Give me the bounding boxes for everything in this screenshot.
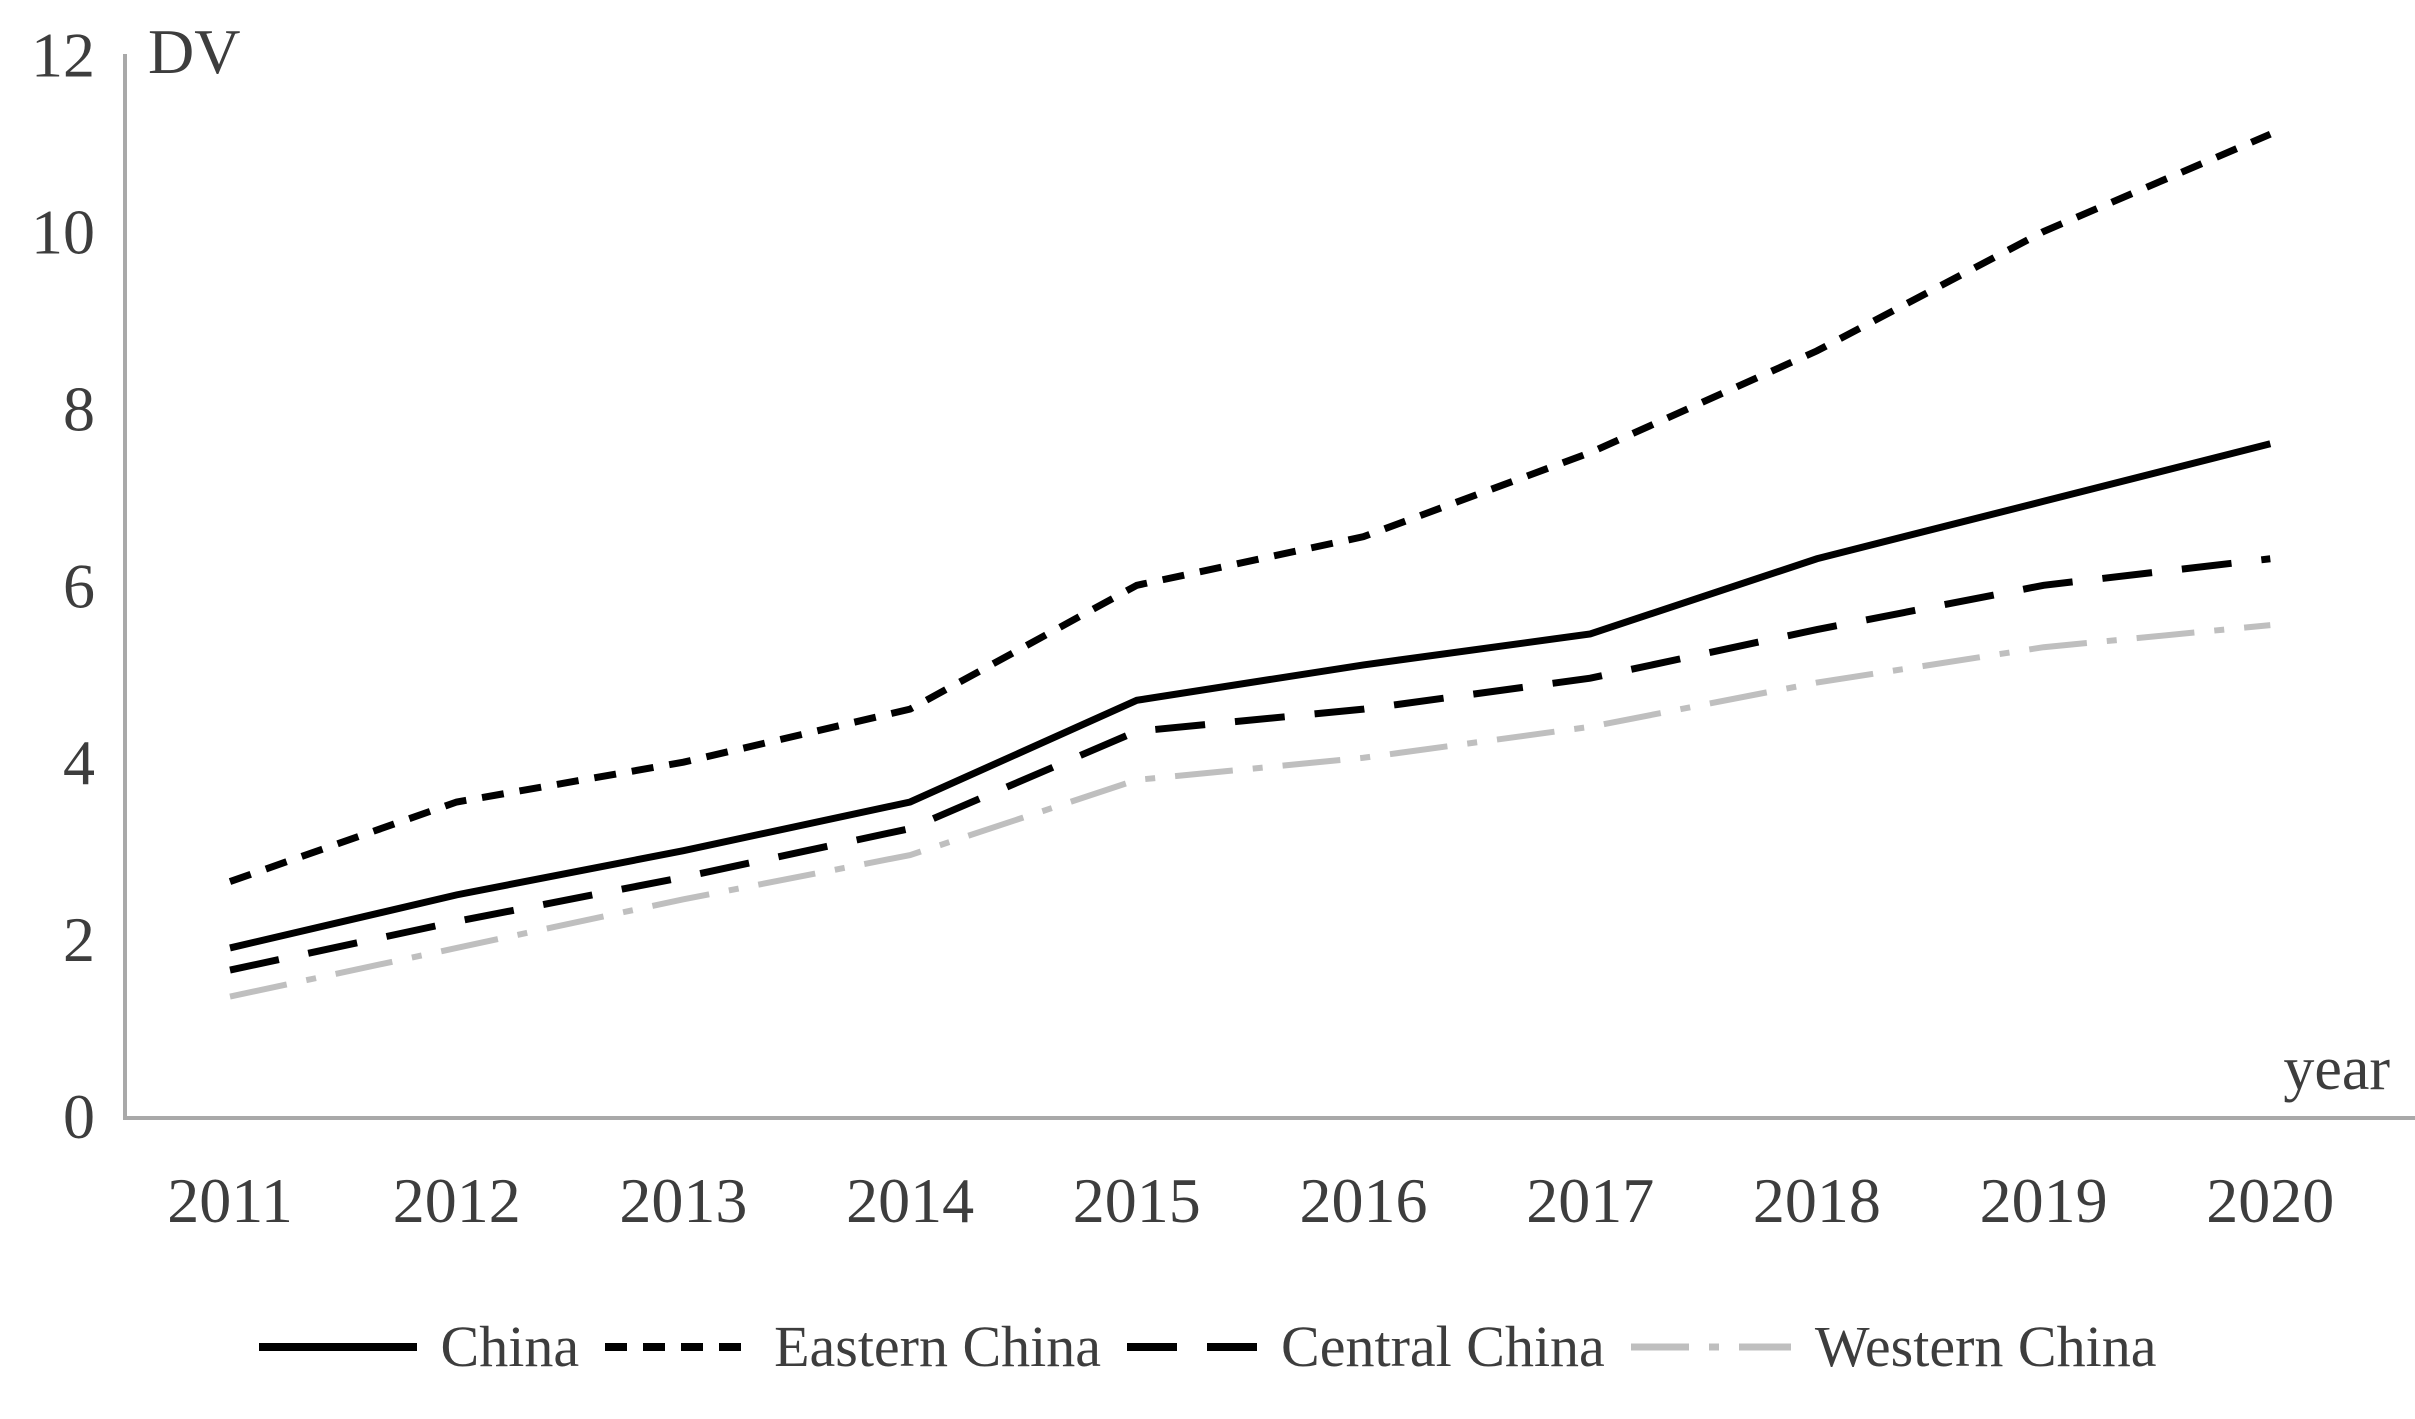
y-axis-title: DV [148, 16, 241, 87]
y-tick-label: 8 [63, 373, 95, 444]
legend-item-china: China [258, 1314, 580, 1379]
legend-label: China [440, 1314, 580, 1379]
y-axis-tick-labels: 0 2 4 6 8 10 12 [31, 20, 95, 1152]
x-tick-label: 2020 [2206, 1165, 2334, 1236]
legend-swatch [258, 1343, 417, 1351]
y-tick-label: 4 [63, 727, 95, 798]
legend-item-western-china: Western China [1630, 1314, 2157, 1379]
legend-label: Western China [1814, 1314, 2157, 1379]
legend-swatch [1127, 1343, 1258, 1351]
x-tick-label: 2013 [619, 1165, 747, 1236]
legend-label: Eastern China [774, 1314, 1102, 1379]
legend-label: Central China [1281, 1314, 1605, 1379]
x-axis-tick-labels: 2011 2012 2013 2014 2015 2016 2017 2018 2019 2020 [167, 1165, 2334, 1236]
x-tick-label: 2017 [1526, 1165, 1654, 1236]
y-tick-label: 10 [31, 197, 95, 268]
x-tick-label: 2014 [846, 1165, 974, 1236]
y-tick-label: 0 [63, 1081, 95, 1152]
x-tick-label: 2015 [1073, 1165, 1201, 1236]
series-line-central-china [229, 555, 2271, 974]
series-lines [228, 130, 2272, 1000]
legend-swatch [605, 1343, 751, 1351]
x-tick-label: 2019 [1980, 1165, 2108, 1236]
legend-item-eastern-china: Eastern China [605, 1318, 1101, 1376]
series-line-eastern-china [228, 130, 2272, 885]
legend-swatch [1630, 1343, 1791, 1351]
series-line-western-china [229, 622, 2271, 1000]
y-tick-label: 6 [63, 550, 95, 621]
x-tick-label: 2012 [393, 1165, 521, 1236]
legend-item-central-china: Central China [1127, 1318, 1605, 1376]
x-tick-label: 2018 [1753, 1165, 1881, 1236]
legend: China Eastern China Central China Western C… [0, 1318, 2415, 1376]
x-axis-title: year [2283, 1035, 2390, 1103]
x-tick-label: 2011 [167, 1165, 293, 1236]
y-tick-label: 2 [63, 904, 95, 975]
x-tick-label: 2016 [1300, 1165, 1428, 1236]
series-line-china [229, 440, 2272, 952]
y-tick-label: 12 [31, 20, 95, 91]
